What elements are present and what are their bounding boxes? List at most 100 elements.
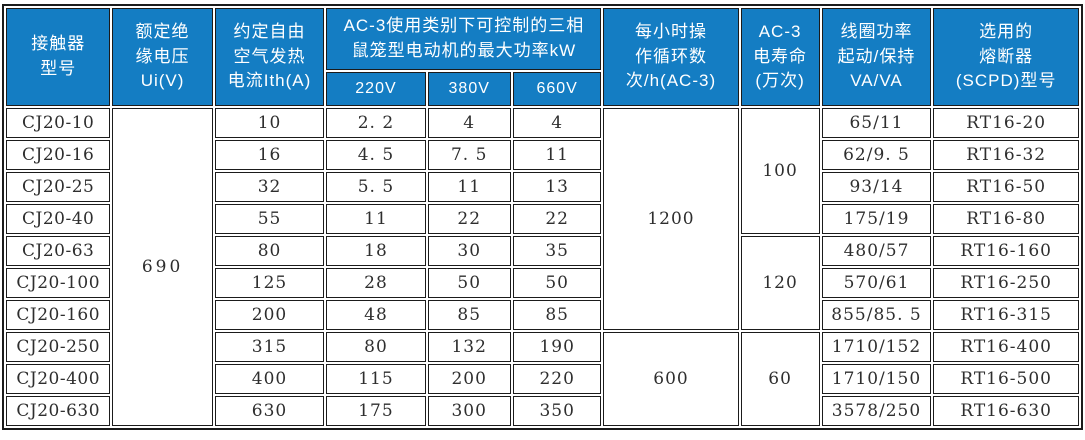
cell-model: CJ20-10 [6,108,111,138]
contactor-spec-table: 接触器 型号 额定绝 缘电压 Ui(V) 约定自由 空气发热 电流Ith(A) … [2,4,1083,430]
header-line: AC-3 [758,22,802,42]
header-220v: 220V [326,72,426,106]
table-row: CJ20-16 16 4. 5 7. 5 11 62/9. 5 RT16-32 [6,140,1079,170]
cell-ith: 80 [214,236,325,266]
cell-coil: 855/85. 5 [821,300,932,330]
header-line: (SCPD)型号 [955,71,1057,91]
cell-life-merged: 120 [740,236,820,330]
cell-model: CJ20-40 [6,204,111,234]
cell-model: CJ20-160 [6,300,111,330]
header-contactor-model: 接触器 型号 [6,8,111,106]
header-line: AC-3使用类别下可控制的三相 [343,16,585,36]
cell-model: CJ20-250 [6,332,111,362]
header-coil-power: 线圈功率 起动/保持 VA/VA [821,8,932,106]
header-line: 接触器 [31,34,86,54]
cell-p380: 300 [427,396,511,426]
header-line: 每小时操 [635,22,707,42]
cell-cycles-merged: 1200 [603,108,739,330]
cell-coil: 480/57 [821,236,932,266]
cell-p220: 115 [326,364,426,394]
header-thermal-current: 约定自由 空气发热 电流Ith(A) [214,8,325,106]
cell-ith: 16 [214,140,325,170]
cell-coil: 93/14 [821,172,932,202]
table-row: CJ20-63 80 18 30 35 120 480/57 RT16-160 [6,236,1079,330]
header-line: 选用的 [979,22,1034,42]
cell-ith: 200 [214,300,325,330]
table-row: CJ20-250 315 80 132 190 600 60 1710/152 … [6,332,1079,426]
header-line: 约定自由 [233,22,306,42]
table-row: CJ20-160 200 48 85 85 855/85. 5 RT16-315 [6,300,1079,330]
cell-p220: 175 [326,396,426,426]
cell-model: CJ20-63 [6,236,111,266]
cell-p220: 5. 5 [326,172,426,202]
cell-p220: 18 [326,236,426,266]
cell-ui-merged: 690 [112,108,213,426]
cell-p220: 4. 5 [326,140,426,170]
header-line: 电流Ith(A) [227,71,312,91]
cell-p660: 220 [512,364,602,394]
header-line: Ui(V) [140,71,185,91]
cell-p380: 7. 5 [427,140,511,170]
cell-p380: 132 [427,332,511,362]
cell-p380: 30 [427,236,511,266]
cell-ith: 55 [214,204,325,234]
cell-p660: 85 [512,300,602,330]
header-line: 缘电压 [135,46,190,66]
cell-coil: 62/9. 5 [821,140,932,170]
cell-ith: 315 [214,332,325,362]
table-row: CJ20-630 630 175 300 350 3578/250 RT16-6… [6,396,1079,426]
cell-fuse: RT16-160 [933,236,1079,266]
header-line: 型号 [40,59,77,78]
header-row-voltages: 220V 380V 660V [6,72,1079,106]
header-operating-cycles: 每小时操 作循环数 次/h(AC-3) [603,8,739,106]
cell-ith: 125 [214,268,325,298]
table-row: CJ20-40 55 11 22 22 175/19 RT16-80 [6,204,1079,234]
header-line: (万次) [755,71,805,91]
table-row: CJ20-400 400 115 200 220 1710/150 RT16-5… [6,364,1079,394]
cell-coil: 570/61 [821,268,932,298]
cell-p220: 28 [326,268,426,298]
cell-p660: 13 [512,172,602,202]
cell-fuse: RT16-80 [933,204,1079,234]
cell-p220: 2. 2 [326,108,426,138]
header-line: VA/VA [850,71,903,91]
cell-coil: 175/19 [821,204,932,234]
cell-life-merged: 100 [740,108,820,234]
cell-p380: 50 [427,268,511,298]
cell-model: CJ20-630 [6,396,111,426]
header-line: 作循环数 [635,46,707,66]
cell-p380: 200 [427,364,511,394]
cell-p660: 35 [512,236,602,266]
header-line: 熔断器 [979,46,1034,66]
cell-fuse: RT16-32 [933,140,1079,170]
cell-model: CJ20-100 [6,268,111,298]
header-row-main: 接触器 型号 额定绝 缘电压 Ui(V) 约定自由 空气发热 电流Ith(A) … [6,8,1079,106]
header-line: 电寿命 [753,46,808,66]
cell-p380: 22 [427,204,511,234]
cell-p660: 190 [512,332,602,362]
cell-coil: 3578/250 [821,396,932,426]
cell-p220: 48 [326,300,426,330]
cell-model: CJ20-16 [6,140,111,170]
cell-coil: 1710/150 [821,364,932,394]
cell-p660: 22 [512,204,602,234]
header-660v: 660V [512,72,602,106]
cell-ith: 400 [214,364,325,394]
cell-p380: 85 [427,300,511,330]
cell-p380: 11 [427,172,511,202]
header-line: 空气发热 [233,46,306,66]
cell-model: CJ20-400 [6,364,111,394]
cell-p660: 11 [512,140,602,170]
table-row: CJ20-100 125 28 50 50 570/61 RT16-250 [6,268,1079,298]
cell-ith: 10 [214,108,325,138]
cell-fuse: RT16-250 [933,268,1079,298]
header-380v: 380V [427,72,511,106]
cell-p660: 4 [512,108,602,138]
header-electrical-life: AC-3 电寿命 (万次) [740,8,820,106]
header-line: 额定绝 [135,22,190,42]
header-ac3-max-power: AC-3使用类别下可控制的三相 鼠笼型电动机的最大功率kW [326,8,602,70]
cell-p220: 80 [326,332,426,362]
cell-p380: 4 [427,108,511,138]
cell-fuse: RT16-400 [933,332,1079,362]
